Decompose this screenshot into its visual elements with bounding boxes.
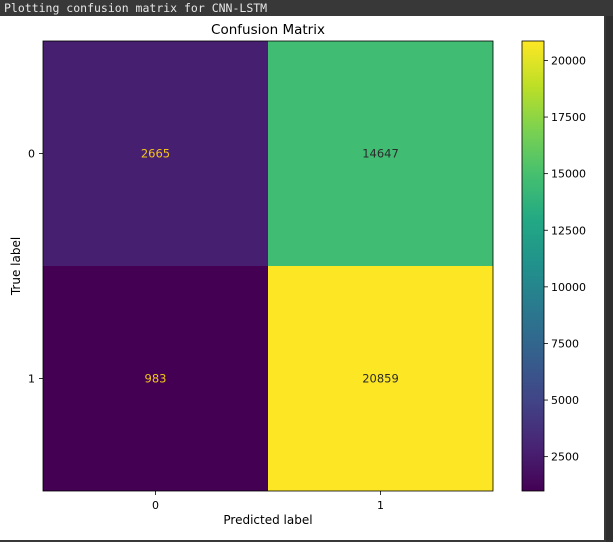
chart-title: Confusion Matrix <box>211 22 325 38</box>
colorbar-tick-label-2: 7500 <box>551 337 579 350</box>
colorbar-tick-label-1: 5000 <box>551 394 579 407</box>
output-scrollbar[interactable] <box>606 16 613 542</box>
x-axis-label: Predicted label <box>223 513 312 527</box>
colorbar-tick-label-4: 12500 <box>551 224 586 237</box>
heatmap-cell-1-1 <box>268 266 493 491</box>
console-output-line: Plotting confusion matrix for CNN-LSTM <box>4 1 268 15</box>
heatmap-cell-0-0 <box>43 41 268 266</box>
y-axis-ticks: 01 <box>28 148 43 386</box>
colorbar <box>521 40 545 492</box>
heatmap-cell-1-0 <box>43 266 268 491</box>
colorbar-tick-label-5: 15000 <box>551 168 586 181</box>
cell-value-label-0-0: 2665 <box>141 147 170 161</box>
cell-value-label-1-0: 983 <box>145 372 167 386</box>
colorbar-tick-label-6: 17500 <box>551 111 586 124</box>
heatmap-cell-labels: 2665 14647 983 20859 <box>141 147 399 386</box>
cell-value-label-1-1: 20859 <box>362 372 399 386</box>
y-tick-label-0: 0 <box>28 148 35 161</box>
x-tick-label-0: 0 <box>152 499 159 512</box>
colorbar-ticks: 2500 5000 7500 10000 12500 15000 17500 20000 <box>544 54 586 464</box>
y-axis-label: True label <box>9 237 23 296</box>
colorbar-tick-label-3: 10000 <box>551 281 586 294</box>
y-tick-label-1: 1 <box>28 373 35 386</box>
x-tick-label-1: 1 <box>377 499 384 512</box>
heatmap-cells <box>43 41 493 491</box>
heatmap-cell-0-1 <box>268 41 493 266</box>
cell-value-label-0-1: 14647 <box>362 147 399 161</box>
plot-frame <box>42 40 494 492</box>
colorbar-tick-label-7: 20000 <box>551 54 586 67</box>
colorbar-tick-label-0: 2500 <box>551 451 579 464</box>
